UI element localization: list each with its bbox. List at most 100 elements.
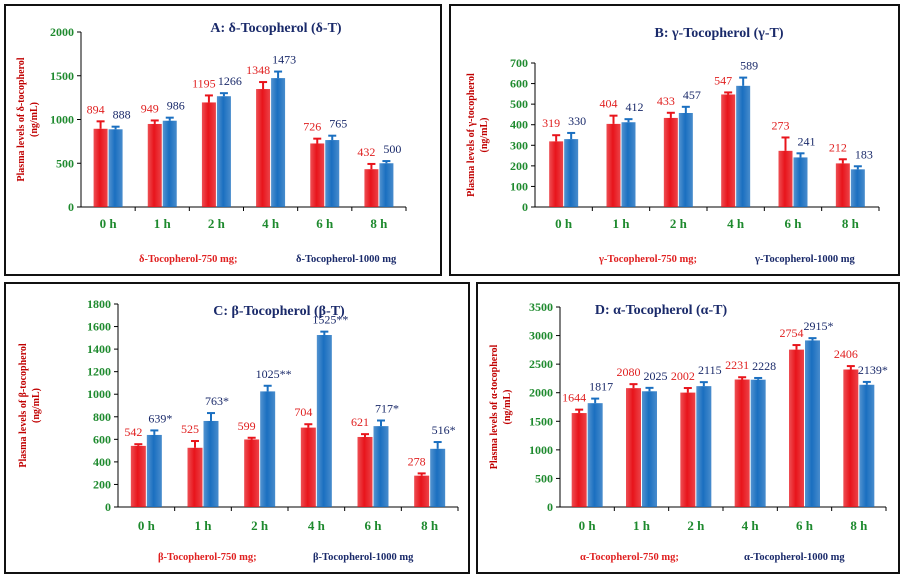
bar-750mg [843, 369, 859, 507]
y-tick-label: 200 [510, 159, 528, 173]
data-label: 621 [351, 415, 369, 429]
bar-750mg [680, 392, 696, 507]
bar-750mg [778, 150, 793, 207]
legend-entry: α-Tocopherol-1000 mg [744, 552, 845, 563]
bar-1000mg [642, 391, 657, 507]
bar-1000mg [260, 391, 276, 507]
y-axis-label: Plasma levels of δ-tocopherol (ng/mL) [16, 57, 40, 181]
data-label: 763* [205, 394, 229, 408]
data-label: 319 [542, 116, 560, 130]
panel-a-delta-tocopherol: A: δ-Tocopherol (δ-T) Plasma levels of δ-… [4, 4, 442, 276]
y-tick-label: 500 [510, 97, 528, 111]
x-category-label: 0 h [100, 216, 118, 231]
y-tick-label: 500 [535, 471, 553, 485]
y-tick-label: 1000 [87, 387, 111, 401]
bar-750mg [364, 169, 379, 207]
y-tick-label: 700 [510, 56, 528, 70]
bar-750mg [663, 117, 678, 207]
data-label: 212 [829, 140, 847, 154]
chart-beta-tocopherol: C: β-Tocopherol (β-T) Plasma levels of β-… [18, 297, 459, 563]
data-label: 639* [148, 411, 172, 425]
data-label: 2754 [780, 326, 804, 340]
y-axis-label-line: Plasma levels of β-tocopherol [18, 343, 29, 467]
data-label: 2228 [752, 359, 776, 373]
x-category-label: 1 h [613, 216, 631, 231]
legend-entry: γ-Tocopherol-1000 mg [754, 254, 855, 265]
x-category-label: 8 h [850, 518, 868, 533]
data-label: 525 [181, 422, 199, 436]
bar-1000mg [587, 403, 603, 507]
x-category-label: 1 h [195, 518, 213, 533]
y-axis-label-line: Plasma levels of α-tocopherol [489, 345, 500, 470]
y-tick-label: 2000 [50, 25, 74, 39]
y-axis-label: Plasma levels of α-tocopherol (ng/mL) [489, 345, 513, 470]
x-category-label: 2 h [251, 518, 269, 533]
bar-750mg [244, 439, 260, 507]
data-label: 888 [113, 108, 131, 122]
bar-1000mg [750, 379, 766, 507]
y-tick-label: 2000 [529, 386, 553, 400]
data-label: 2080 [617, 365, 641, 379]
bar-1000mg [271, 78, 286, 207]
data-label: 1025** [256, 367, 292, 381]
y-tick-label: 200 [93, 477, 111, 491]
bar-750mg [201, 102, 216, 207]
y-tick-label: 1800 [87, 297, 111, 311]
y-axis-label-unit: (ng/mL) [502, 390, 513, 425]
bar-750mg [835, 163, 850, 207]
x-category-label: 8 h [421, 518, 439, 533]
bar-1000mg [678, 112, 693, 207]
data-label: 2115 [698, 363, 722, 377]
x-category-label: 8 h [842, 216, 860, 231]
x-category-label: 1 h [633, 518, 651, 533]
y-tick-label: 500 [56, 156, 74, 170]
data-label: 404 [600, 97, 618, 111]
bar-1000mg [108, 129, 123, 207]
data-label: 717* [375, 401, 399, 415]
x-category-label: 6 h [785, 216, 803, 231]
bar-750mg [357, 436, 373, 507]
data-label: 2915* [804, 319, 834, 333]
y-tick-label: 0 [105, 500, 111, 514]
data-label: 1348 [246, 63, 270, 77]
chart-title: A: δ-Tocopherol (δ-T) [210, 21, 342, 36]
legend-entry: δ-Tocopherol-1000 mg [296, 254, 397, 265]
y-tick-label: 0 [68, 200, 74, 214]
bar-750mg [571, 413, 587, 507]
bar-1000mg [696, 386, 712, 507]
data-label: 949 [141, 101, 159, 115]
y-axis-label-unit: (ng/mL) [29, 102, 40, 137]
data-label: 599 [238, 419, 256, 433]
data-label: 330 [568, 114, 586, 128]
bar-1000mg [859, 384, 875, 507]
y-axis-label-line: Plasma levels of δ-tocopherol [16, 57, 27, 181]
y-tick-label: 100 [510, 179, 528, 193]
y-tick-label: 600 [510, 77, 528, 91]
data-label: 765 [329, 117, 347, 131]
bar-750mg [626, 388, 641, 507]
data-label: 1195 [192, 76, 216, 90]
y-axis-label-unit: (ng/mL) [479, 118, 490, 153]
x-category-label: 6 h [365, 518, 383, 533]
data-label: 1817 [589, 380, 613, 394]
chart-title: D: α-Tocopherol (α-T) [595, 303, 728, 318]
bar-1000mg [430, 448, 446, 507]
panel-c-beta-tocopherol: C: β-Tocopherol (β-T) Plasma levels of β-… [4, 282, 470, 574]
bar-1000mg [564, 139, 579, 207]
bar-1000mg [162, 120, 177, 207]
bar-1000mg [379, 163, 394, 207]
x-category-label: 6 h [796, 518, 814, 533]
bar-750mg [549, 141, 564, 207]
bar-1000mg [325, 140, 340, 207]
y-axis-label-unit: (ng/mL) [31, 388, 42, 423]
y-axis-label-line: Plasma levels of γ-tocopherol [466, 73, 477, 197]
bar-1000mg [216, 96, 231, 207]
y-axis-label: Plasma levels of β-tocopherol (ng/mL) [18, 343, 42, 467]
bar-750mg [300, 427, 316, 507]
panel-b-gamma-tocopherol: B: γ-Tocopherol (γ-T) Plasma levels of γ-… [449, 4, 900, 276]
data-label: 457 [683, 88, 701, 102]
bar-750mg [721, 94, 736, 207]
data-label: 589 [740, 59, 758, 73]
data-label: 894 [87, 102, 105, 116]
data-label: 432 [357, 145, 375, 159]
